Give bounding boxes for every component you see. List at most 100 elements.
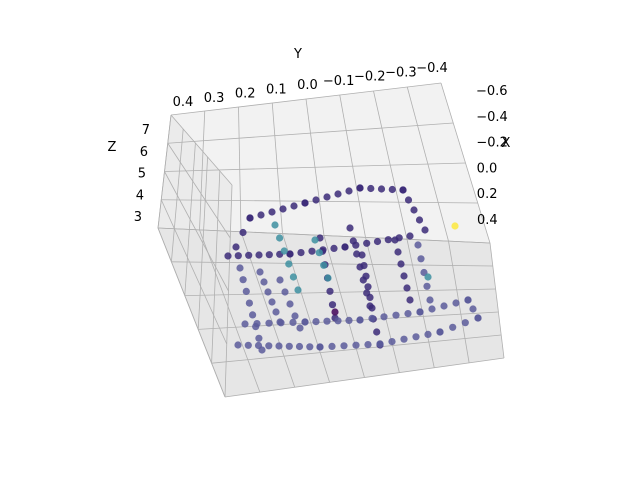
- scatter-point: [415, 216, 424, 224]
- scatter-point: [245, 299, 253, 307]
- scatter-point: [315, 249, 323, 257]
- scatter-points: [224, 184, 482, 354]
- scatter-point: [424, 273, 432, 281]
- scatter-point: [244, 341, 252, 349]
- scatter-point: [234, 341, 242, 349]
- scatter-point: [275, 342, 283, 350]
- grid-line-z-side: [160, 199, 228, 345]
- scatter-point: [417, 255, 425, 263]
- scatter-point: [376, 340, 384, 348]
- y-tick-label: 0.2: [235, 87, 256, 102]
- scatter-point: [285, 260, 293, 268]
- scatter-point: [366, 293, 374, 301]
- grid-line-z-side: [167, 143, 231, 239]
- scatter-point: [377, 185, 386, 193]
- scatter-point: [320, 261, 328, 269]
- scatter-point: [392, 311, 400, 319]
- z-tick-label: 4: [136, 188, 144, 203]
- scatter-point: [400, 335, 408, 343]
- scatter-point: [368, 314, 376, 322]
- scatter-point: [286, 300, 294, 308]
- scatter-point: [249, 311, 257, 319]
- scatter-point: [271, 221, 279, 229]
- scatter-point: [403, 284, 411, 292]
- scatter-point: [399, 186, 407, 194]
- scatter-point: [328, 301, 337, 309]
- scatter-point: [406, 296, 414, 304]
- scatter-point: [257, 211, 265, 219]
- y-tick-label: 0.4: [173, 95, 194, 110]
- scatter-point: [241, 320, 249, 328]
- scatter-point: [364, 283, 372, 291]
- grid-line-y-floor: [365, 237, 400, 373]
- grid-line-z-side: [170, 114, 233, 186]
- scatter-point: [373, 328, 381, 336]
- scatter-point: [265, 319, 273, 327]
- scatter-point: [384, 236, 392, 244]
- x-tick-label: 0.0: [477, 161, 498, 176]
- scatter-point: [255, 251, 263, 259]
- scatter-point: [301, 318, 309, 326]
- x-tick-label: 0.4: [477, 213, 498, 228]
- scatter-point: [331, 308, 339, 316]
- scatter-point: [451, 222, 459, 230]
- y-tick-label: −0.3: [385, 65, 417, 80]
- scatter-point: [391, 236, 399, 244]
- scatter-point: [436, 328, 444, 336]
- scatter-point: [268, 208, 276, 216]
- scatter-point: [289, 318, 297, 326]
- scatter-point: [239, 228, 247, 237]
- scatter-point: [368, 304, 376, 312]
- z-tick-label: 3: [134, 210, 142, 225]
- scatter-point: [232, 243, 240, 251]
- scatter-point: [345, 316, 353, 324]
- scatter-point: [260, 278, 268, 286]
- scatter-point: [291, 312, 299, 320]
- y-tick-label: 0.3: [204, 91, 225, 106]
- scatter-point: [340, 342, 348, 350]
- scatter-point: [265, 342, 273, 350]
- grid-line-x-floor: [184, 288, 496, 296]
- grid-line-z-side: [164, 171, 229, 292]
- x-tick-label: −0.6: [476, 84, 508, 99]
- scatter-point: [334, 317, 342, 325]
- scatter-point: [324, 274, 332, 282]
- grid-line-x-floor: [224, 357, 505, 398]
- scatter-point: [326, 287, 334, 295]
- scatter-point: [312, 318, 320, 326]
- scatter-point: [397, 260, 405, 268]
- grid-line-z-side: [157, 227, 226, 398]
- scatter-point: [316, 343, 324, 351]
- scatter-point: [373, 237, 382, 246]
- scatter-point: [328, 342, 336, 350]
- grid-line-y-floor: [323, 235, 365, 378]
- scatter-point: [461, 319, 469, 327]
- z-tick-label: 6: [140, 145, 148, 160]
- scatter-point: [410, 206, 418, 214]
- scatter-point: [323, 193, 331, 201]
- scatter-point: [236, 264, 244, 272]
- scatter-point: [426, 296, 434, 304]
- scatter-point: [363, 239, 371, 247]
- scatter-point: [360, 262, 368, 270]
- scatter-point: [388, 338, 396, 346]
- scatter-point: [295, 342, 304, 351]
- scatter-point: [255, 334, 263, 342]
- scatter-point: [264, 288, 272, 296]
- grid-line-y-floor: [489, 242, 505, 359]
- scatter-point: [380, 313, 388, 321]
- axes-panes: [158, 83, 504, 397]
- grid-line-z: [167, 122, 454, 144]
- scatter-point: [388, 185, 396, 194]
- scatter-point: [464, 296, 472, 304]
- grid-line-z: [157, 227, 491, 244]
- y-tick-label: −0.1: [323, 74, 355, 89]
- scatter-point: [276, 276, 284, 284]
- scatter-point: [285, 342, 293, 350]
- z-tick-label: 5: [138, 167, 146, 182]
- scatter-point: [306, 343, 314, 351]
- grid-line-y-floor: [406, 239, 435, 368]
- y-axis-label: Y: [293, 47, 302, 62]
- scatter-point: [311, 236, 319, 244]
